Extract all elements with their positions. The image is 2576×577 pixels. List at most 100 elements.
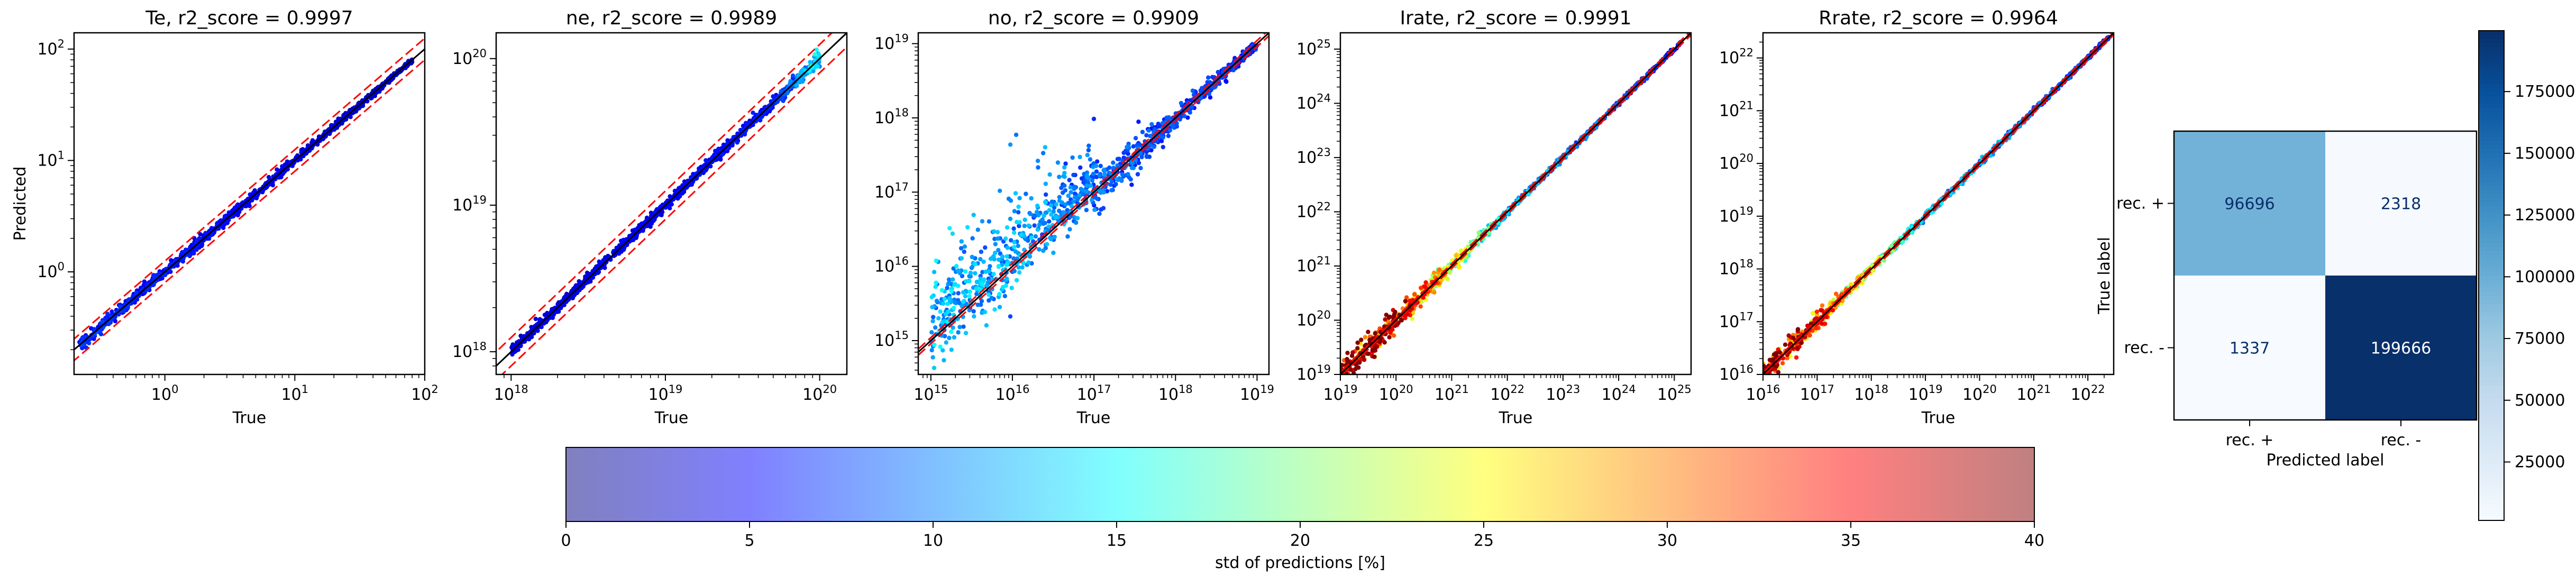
scatter-point [980, 219, 985, 224]
tick-base: 10 [37, 263, 57, 281]
scatter-point [1231, 68, 1236, 72]
scatter-point [1057, 198, 1062, 203]
plot-area [74, 37, 425, 362]
plot-area [1763, 33, 2114, 374]
tick-base: 10 [1077, 386, 1097, 404]
scatter-point [1003, 283, 1009, 288]
scatter-point [979, 299, 984, 304]
scatter-point [989, 296, 994, 300]
scatter-points [509, 47, 822, 357]
scatter-point [1363, 335, 1368, 340]
scatter-point [1166, 115, 1171, 120]
scatter-point [962, 249, 967, 254]
axes-frame [73, 32, 426, 375]
scatter-point [958, 246, 964, 251]
scatter-point [1013, 132, 1019, 138]
scatter-point [649, 221, 654, 226]
scatter-point [1004, 225, 1010, 230]
tick-base: 10 [1323, 386, 1344, 404]
scatter-point [983, 309, 988, 315]
scatter-point [957, 325, 962, 329]
scatter-point [1051, 250, 1056, 255]
tick-base: 10 [1296, 365, 1317, 384]
upper-band-line [918, 33, 1267, 350]
scatter-point [1040, 217, 1045, 222]
scatter-point [1340, 363, 1344, 368]
scatter-point [369, 96, 374, 100]
scatter-point [967, 308, 972, 313]
tick-base: 10 [452, 50, 472, 68]
tick-base: 10 [874, 183, 894, 202]
scatter-point [1390, 327, 1395, 332]
scatter-point [1062, 175, 1067, 179]
scatter-point [1382, 340, 1387, 345]
lower-band-line [1341, 34, 1691, 374]
scatter-point [1097, 212, 1102, 216]
y-tick-label: 101 [37, 149, 65, 170]
tick-base: 10 [1379, 386, 1399, 404]
scatter-point [735, 140, 739, 145]
scatter-point [590, 275, 596, 280]
scatter-point [980, 282, 985, 287]
scatter-point [931, 270, 937, 274]
scatter-point [973, 271, 978, 276]
scatter-point [1084, 189, 1089, 194]
scatter-point [974, 286, 979, 291]
scatter-point [970, 254, 975, 260]
scatter-point [1063, 202, 1068, 207]
scatter-point [1077, 154, 1082, 160]
scatter-point [103, 316, 108, 320]
scatter-point [930, 355, 935, 360]
tick-base: 10 [1546, 386, 1566, 404]
scatter-point [1047, 172, 1052, 177]
scatter-point [1061, 210, 1066, 215]
scatter-point [934, 280, 938, 285]
scatter-point [704, 158, 708, 163]
scatter-point [1144, 133, 1149, 138]
scatter-point [1206, 75, 1211, 80]
scatter-point [614, 245, 619, 250]
scatter-point [1046, 224, 1052, 229]
scatter-panel-Irate: 1019 1020 1021 1022 1023 1024 1025101910201021… [1296, 7, 1692, 427]
scatter-point [1384, 313, 1389, 317]
tick-exponent: 20 [472, 47, 487, 60]
scatter-point [1052, 234, 1057, 240]
scatter-point [1355, 346, 1360, 351]
tick-base: 10 [1296, 149, 1317, 167]
scatter-point [942, 297, 947, 301]
scatter-point [1027, 254, 1033, 259]
scatter-point [1182, 114, 1187, 118]
scatter-point [1012, 244, 1017, 250]
scatter-point [718, 157, 723, 162]
scatter-point [967, 289, 972, 294]
scatter-point [1084, 207, 1089, 213]
tick-exponent: 20 [1317, 308, 1331, 321]
tick-exponent: 19 [894, 32, 909, 45]
scatter-point [938, 309, 943, 314]
scatter-point [1012, 230, 1017, 235]
scatter-point [1355, 340, 1360, 345]
x-tick-label: 1021 [1435, 383, 1469, 404]
scatter-point [1017, 220, 1022, 225]
y-tick-label: 1022 [1296, 200, 1331, 221]
scatter-point [1015, 278, 1019, 283]
scatter-point [992, 229, 997, 234]
scatter-point [1129, 182, 1134, 187]
tick-exponent: 20 [823, 383, 837, 396]
x-tick-label: 1018 [494, 383, 528, 404]
x-axis-label: True [1076, 409, 1111, 427]
tick-exponent: 22 [1317, 200, 1331, 213]
scatter-point [187, 253, 191, 258]
y-tick-label: 1015 [874, 329, 909, 350]
x-tick-label: 1024 [1602, 383, 1636, 404]
scatter-point [1054, 215, 1058, 219]
tick-base: 10 [37, 151, 57, 170]
scatter-point [231, 214, 236, 219]
scatter-point [934, 298, 939, 304]
tick-exponent: 1 [58, 149, 65, 161]
scatter-point [993, 242, 998, 246]
scatter-point [1090, 178, 1095, 183]
scatter-point [1005, 245, 1010, 250]
scatter-point [794, 84, 799, 88]
scatter-point [1357, 360, 1362, 365]
